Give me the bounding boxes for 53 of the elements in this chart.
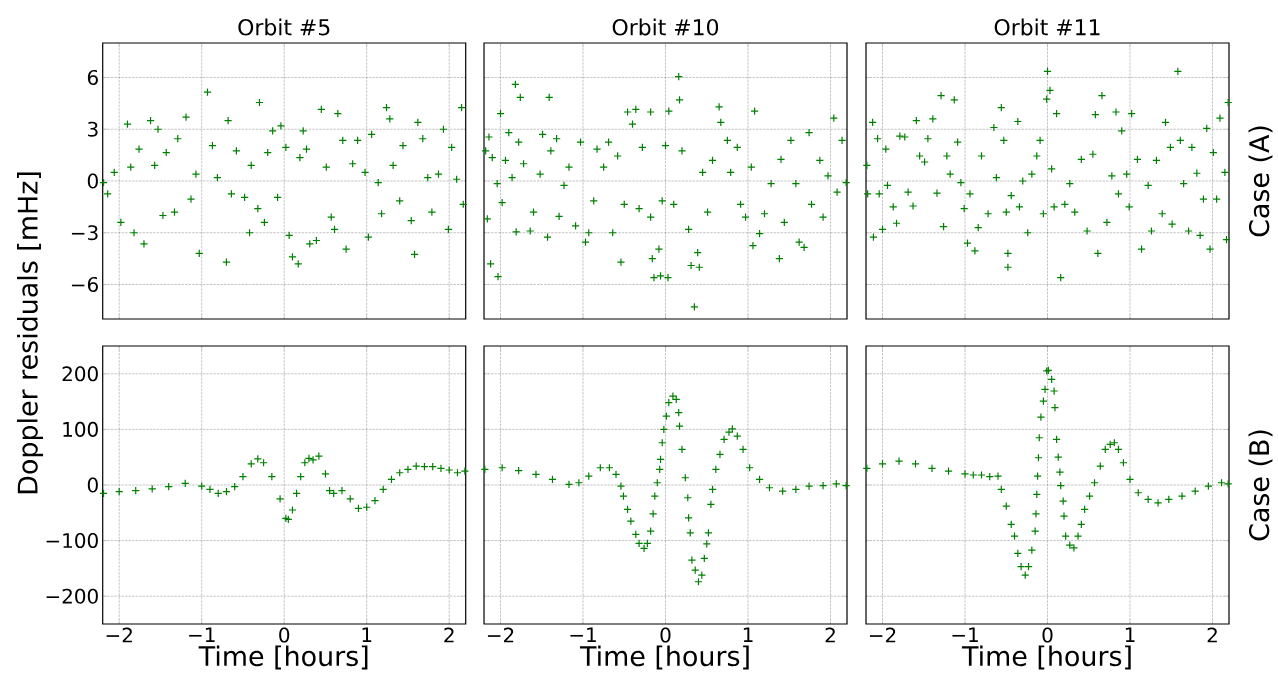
x-tick-label: −1	[952, 627, 978, 643]
x-tick-label: −1	[570, 627, 596, 643]
point	[247, 459, 256, 469]
x-tick-label: 2	[444, 627, 454, 643]
x-axis-title: Time [hours]	[579, 645, 749, 670]
point	[238, 472, 248, 481]
x-tick-label: 1	[1125, 627, 1135, 643]
point	[197, 481, 206, 491]
chart-title: Orbit #11	[994, 18, 1100, 36]
point	[370, 496, 380, 505]
chart-title: Orbit #10	[612, 18, 719, 36]
x-tick-label: −2	[106, 627, 132, 643]
y-tick-label: 0	[87, 477, 98, 493]
y-axis-title: Doppler residuals [mHz]	[16, 172, 44, 494]
point	[308, 455, 318, 465]
point	[445, 465, 454, 475]
x-axis-title: Time [hours]	[198, 645, 368, 670]
y2-axis-title: Case (B)	[1248, 430, 1273, 541]
x-tick-label: −2	[869, 627, 896, 643]
point	[148, 484, 157, 494]
x-tick-label: 0	[660, 627, 671, 643]
y-tick-label: 0	[87, 173, 98, 189]
x-tick-label: −2	[487, 627, 514, 643]
point	[314, 451, 324, 461]
point	[275, 494, 285, 504]
x-tick-label: 0	[1042, 627, 1053, 643]
point	[346, 494, 355, 504]
y2-axis-title: Case (A)	[1248, 126, 1273, 237]
point	[304, 454, 314, 463]
x-tick-label: 1	[743, 627, 753, 643]
point	[288, 505, 297, 515]
point	[436, 464, 446, 473]
point	[403, 465, 413, 474]
y-tick-label: 200	[62, 366, 98, 382]
x-tick-label: 2	[1207, 627, 1217, 643]
x-tick-label: 0	[279, 627, 290, 643]
y-tick-label: −3	[71, 225, 98, 241]
y-tick-label: 100	[63, 421, 98, 437]
y-tick-label: −200	[46, 588, 98, 604]
x-tick-label: 1	[362, 627, 372, 643]
y-tick-label: 6	[87, 69, 98, 86]
point	[205, 485, 215, 494]
point	[321, 469, 330, 479]
x-tick-label: 2	[825, 627, 835, 643]
y-tick-label: −100	[46, 533, 98, 549]
y-tick-label: 3	[88, 121, 98, 137]
chart-title: Orbit #5	[238, 18, 330, 36]
y-tick-label: −6	[71, 276, 98, 293]
point	[412, 461, 421, 471]
point	[460, 466, 470, 476]
point	[337, 486, 347, 495]
x-axis-title: Time [hours]	[961, 645, 1131, 670]
x-tick-label: −1	[189, 627, 215, 643]
